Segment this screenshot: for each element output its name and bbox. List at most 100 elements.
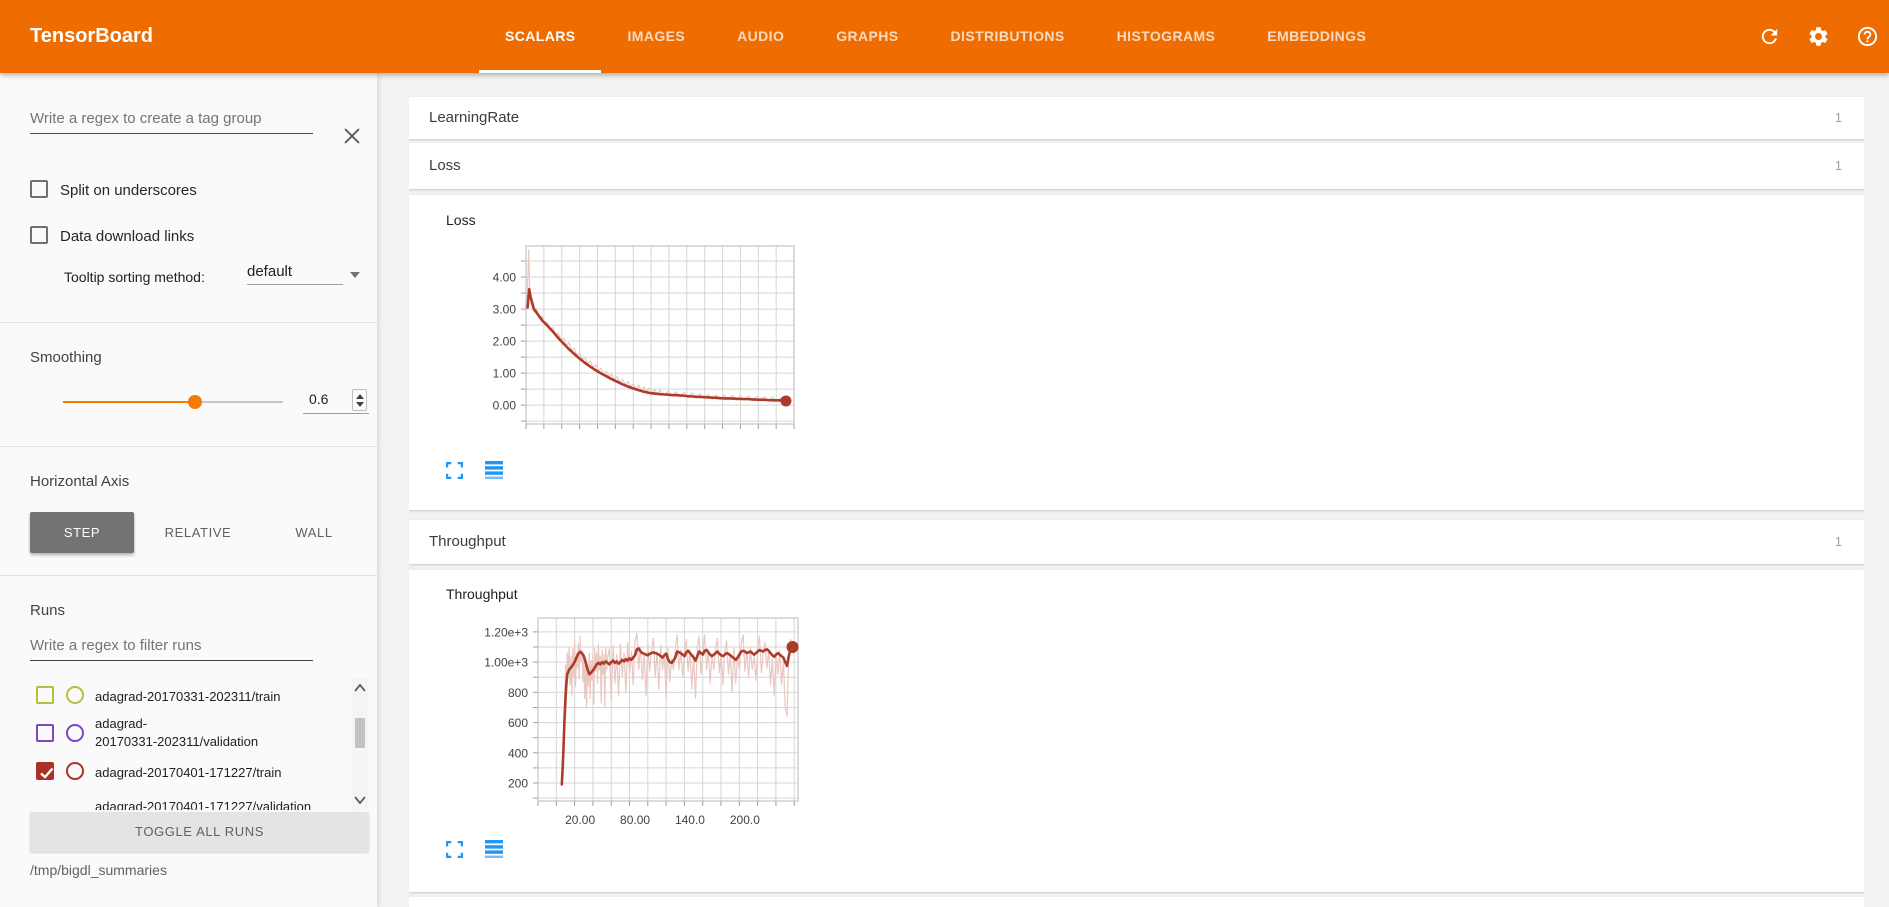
run-row: adagrad-20170401-171227/validation bbox=[0, 796, 352, 810]
spinner-down-icon[interactable] bbox=[355, 401, 364, 407]
run-checkbox[interactable] bbox=[36, 686, 54, 704]
section-header-learningrate[interactable]: LearningRate 1 bbox=[409, 97, 1864, 139]
section-title: Throughput bbox=[429, 533, 506, 550]
number-spinner[interactable] bbox=[352, 389, 367, 411]
run-checkbox[interactable] bbox=[36, 724, 54, 742]
runs-label: Runs bbox=[30, 602, 66, 619]
dashboard-main: LearningRate 1 Loss 1 Loss 4.00 3.00 2.00 1… bbox=[409, 73, 1864, 907]
run-color-circle[interactable] bbox=[66, 686, 84, 704]
clear-regex-icon[interactable] bbox=[342, 126, 362, 146]
svg-text:140.0: 140.0 bbox=[675, 813, 705, 827]
smoothing-value-input[interactable]: 0.6 bbox=[303, 388, 369, 414]
section-header-loss[interactable]: Loss 1 bbox=[409, 143, 1864, 189]
tab-scalars[interactable]: SCALARS bbox=[479, 0, 602, 73]
toggle-all-runs-button[interactable]: TOGGLE ALL RUNS bbox=[30, 812, 369, 852]
refresh-icon[interactable] bbox=[1758, 25, 1781, 48]
runs-scrollbar[interactable] bbox=[352, 678, 368, 810]
horizontal-axis-label: Horizontal Axis bbox=[30, 473, 130, 490]
run-label[interactable]: adagrad-20170331-202311/train bbox=[95, 689, 281, 704]
throughput-chart-plot[interactable]: 1.20e+3 1.00e+3 800 600 400 200 20.00 80.00 140.… bbox=[459, 598, 839, 848]
run-label[interactable]: adagrad- 20170331-202311/validation bbox=[95, 716, 259, 749]
section-count-badge: 1 bbox=[1834, 534, 1842, 549]
svg-text:1.20e+3: 1.20e+3 bbox=[484, 625, 528, 639]
chart-toolbar bbox=[445, 461, 504, 485]
option-label: Split on underscores bbox=[60, 182, 197, 199]
svg-text:600: 600 bbox=[508, 716, 528, 730]
divider bbox=[0, 575, 377, 576]
svg-text:3.00: 3.00 bbox=[493, 303, 517, 317]
tooltip-sorting-label: Tooltip sorting method: bbox=[64, 269, 205, 285]
settings-gear-icon[interactable] bbox=[1807, 25, 1830, 48]
smoothing-label: Smoothing bbox=[30, 349, 102, 366]
svg-text:20.00: 20.00 bbox=[565, 813, 595, 827]
smoothing-value: 0.6 bbox=[309, 391, 329, 407]
app-header: TensorBoard SCALARS IMAGES AUDIO GRAPHS … bbox=[0, 0, 1889, 73]
spinner-up-icon[interactable] bbox=[355, 393, 364, 399]
runs-regex-input[interactable] bbox=[30, 633, 313, 661]
svg-text:0.00: 0.00 bbox=[493, 399, 517, 413]
section-header-throughput[interactable]: Throughput 1 bbox=[409, 520, 1864, 564]
run-row: adagrad-20170331-202311/train bbox=[0, 684, 352, 710]
app-title: TensorBoard bbox=[30, 25, 153, 47]
loss-chart-plot[interactable]: 4.00 3.00 2.00 1.00 0.00 bbox=[459, 220, 839, 450]
svg-text:1.00: 1.00 bbox=[493, 367, 517, 381]
section-count-badge: 1 bbox=[1834, 110, 1842, 125]
axis-relative-button[interactable]: RELATIVE bbox=[164, 525, 232, 540]
tab-audio[interactable]: AUDIO bbox=[737, 28, 785, 44]
svg-text:800: 800 bbox=[508, 686, 528, 700]
header-actions bbox=[1758, 0, 1879, 73]
run-label[interactable]: adagrad-20170401-171227/validation bbox=[95, 799, 312, 810]
svg-text:2.00: 2.00 bbox=[493, 335, 517, 349]
scrollbar-thumb[interactable] bbox=[355, 718, 365, 748]
chevron-down-icon[interactable] bbox=[350, 272, 360, 278]
throughput-chart-card: Throughput 1.20e+3 1.00e+3 800 600 400 200 20.… bbox=[409, 570, 1864, 892]
tab-graphs[interactable]: GRAPHS bbox=[836, 28, 899, 44]
tab-distributions[interactable]: DISTRIBUTIONS bbox=[950, 28, 1065, 44]
smoothing-slider-thumb[interactable] bbox=[188, 395, 202, 409]
run-color-circle[interactable] bbox=[66, 762, 84, 780]
tag-regex-input[interactable] bbox=[30, 106, 313, 134]
section-title: LearningRate bbox=[429, 109, 520, 126]
chart-title: Throughput bbox=[446, 586, 518, 602]
next-section-header-partial[interactable] bbox=[409, 897, 1864, 907]
loss-chart-card: Loss 4.00 3.00 2.00 1.00 0.00 bbox=[409, 195, 1864, 510]
scroll-down-icon[interactable] bbox=[353, 794, 367, 806]
divider bbox=[0, 322, 377, 323]
chart-toolbar bbox=[445, 840, 504, 864]
axis-wall-button[interactable]: WALL bbox=[295, 525, 333, 540]
data-download-checkbox[interactable] bbox=[30, 226, 48, 244]
svg-text:400: 400 bbox=[508, 746, 528, 760]
run-checkbox[interactable] bbox=[36, 762, 54, 780]
split-underscores-checkbox[interactable] bbox=[30, 180, 48, 198]
expand-chart-icon[interactable] bbox=[445, 461, 464, 484]
divider bbox=[0, 446, 377, 447]
runs-list: adagrad-20170331-202311/train adagrad- 2… bbox=[0, 678, 377, 810]
svg-text:1.00e+3: 1.00e+3 bbox=[484, 656, 528, 670]
run-selector-lines-icon[interactable] bbox=[485, 461, 504, 485]
scroll-up-icon[interactable] bbox=[353, 682, 367, 694]
section-title: Loss bbox=[429, 157, 461, 174]
run-label[interactable]: adagrad-20170401-171227/train bbox=[95, 765, 282, 780]
tab-histograms[interactable]: HISTOGRAMS bbox=[1116, 28, 1216, 44]
log-directory-path: /tmp/bigdl_summaries bbox=[30, 862, 167, 878]
run-color-circle[interactable] bbox=[66, 724, 84, 742]
section-count-badge: 1 bbox=[1834, 158, 1842, 173]
run-selector-lines-icon[interactable] bbox=[485, 840, 504, 864]
tab-embeddings[interactable]: EMBEDDINGS bbox=[1267, 28, 1367, 44]
smoothing-slider-fill bbox=[63, 401, 195, 403]
run-row: adagrad-20170401-171227/train bbox=[0, 760, 352, 786]
expand-chart-icon[interactable] bbox=[445, 840, 464, 863]
nav-tabs: SCALARS IMAGES AUDIO GRAPHS DISTRIBUTION… bbox=[479, 0, 1392, 73]
sidebar: Split on underscores Data download links… bbox=[0, 73, 377, 907]
chart-title: Loss bbox=[446, 212, 476, 228]
tab-images[interactable]: IMAGES bbox=[627, 28, 686, 44]
svg-text:80.00: 80.00 bbox=[620, 813, 650, 827]
svg-text:200: 200 bbox=[508, 777, 528, 791]
run-row: adagrad- 20170331-202311/validation bbox=[0, 710, 352, 756]
option-label: Data download links bbox=[60, 228, 195, 245]
svg-text:4.00: 4.00 bbox=[493, 271, 517, 285]
tooltip-sorting-dropdown[interactable]: default bbox=[247, 263, 343, 285]
help-icon[interactable] bbox=[1856, 25, 1879, 48]
axis-step-button[interactable]: STEP bbox=[30, 512, 134, 553]
svg-text:200.0: 200.0 bbox=[730, 813, 760, 827]
